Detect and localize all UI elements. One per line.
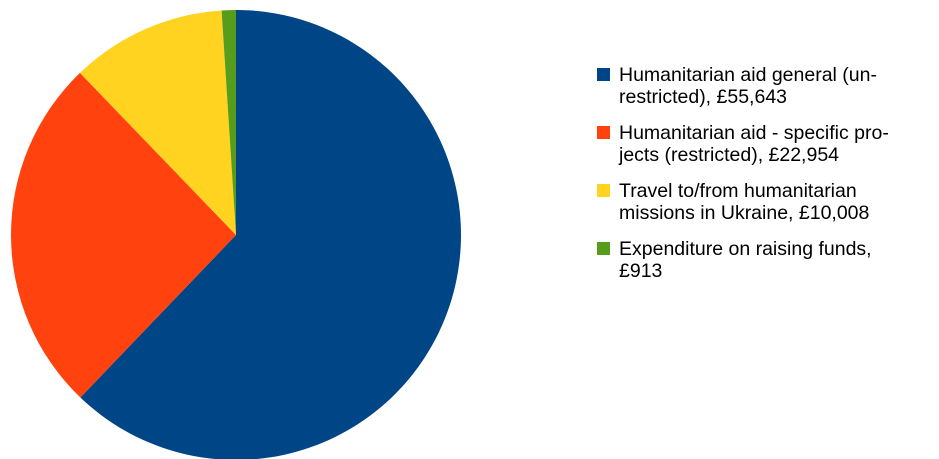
legend-swatch-4 [597,242,610,255]
legend-entry-4: Expenditure on raising funds,£913 [597,238,872,282]
legend-swatch-1 [597,68,610,81]
legend-entry-2: Humanitarian aid - specific pro-jects (r… [597,122,889,166]
pie-slice-4 [221,9,236,235]
legend-swatch-3 [597,184,610,197]
legend-label-3-line-2: missions in Ukraine, £10,008 [619,202,869,224]
legend-label-1-line-2: restricted), £55,643 [619,86,787,108]
pie-slice-3 [79,10,237,235]
legend-label-1-line-1: Humanitarian aid general (un- [619,64,877,86]
pie-slice-1 [80,10,461,459]
legend: Humanitarian aid general (un-restricted)… [597,64,889,282]
pie-slice-2 [10,72,236,398]
legend-entry-1: Humanitarian aid general (un-restricted)… [597,64,877,108]
legend-label-3-line-1: Travel to/from humanitarian [619,180,857,202]
legend-label-2-line-1: Humanitarian aid - specific pro- [619,122,889,144]
legend-label-2-line-2: jects (restricted), £22,954 [618,144,839,166]
legend-swatch-2 [597,126,610,139]
legend-label-4-line-1: Expenditure on raising funds, [619,238,872,260]
legend-label-4-line-2: £913 [619,260,662,282]
pie-slices [10,9,461,459]
